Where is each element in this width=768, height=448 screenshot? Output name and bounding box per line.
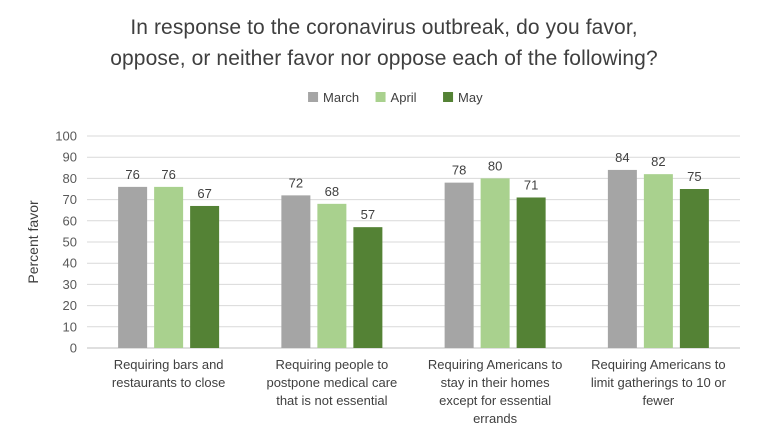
category-label: errands	[473, 411, 518, 426]
category-label: Requiring people to	[276, 357, 389, 372]
chart-title-line-1: In response to the coronavirus outbreak,…	[130, 16, 638, 39]
data-label: 72	[289, 175, 303, 190]
category-label: Requiring bars and	[114, 357, 224, 372]
data-label: 80	[488, 158, 502, 173]
bar-march	[607, 169, 637, 348]
bar-april	[480, 178, 510, 348]
data-label: 67	[197, 186, 211, 201]
y-tick-label: 70	[63, 192, 77, 207]
category-label: limit gatherings to 10 or	[591, 375, 727, 390]
category-label: that is not essential	[276, 393, 387, 408]
y-tick-label: 0	[70, 341, 77, 356]
bar-april	[317, 203, 347, 348]
data-label: 71	[524, 177, 538, 192]
y-tick-label: 20	[63, 298, 77, 313]
y-tick-label: 90	[63, 150, 77, 165]
category-label: fewer	[642, 393, 674, 408]
bar-march	[444, 182, 474, 348]
bar-may	[353, 227, 383, 348]
data-label: 78	[452, 163, 466, 178]
legend-swatch-march	[308, 92, 319, 102]
data-label: 82	[651, 154, 665, 169]
bar-march	[118, 186, 148, 348]
y-axis-label: Percent favor	[25, 200, 41, 284]
category-label: except for essential	[439, 393, 551, 408]
category-label: stay in their homes	[441, 375, 551, 390]
y-tick-label: 80	[63, 171, 77, 186]
category-label: Requiring Americans to	[591, 357, 725, 372]
data-label: 76	[161, 167, 175, 182]
data-label: 68	[325, 184, 339, 199]
y-tick-label: 10	[63, 319, 77, 334]
category-label: restaurants to close	[112, 375, 225, 390]
bar-may	[679, 189, 709, 348]
legend-label: May	[458, 90, 483, 105]
bar-march	[281, 195, 311, 348]
bar-april	[154, 186, 184, 348]
legend-swatch-may	[443, 92, 454, 102]
y-tick-label: 100	[55, 129, 77, 144]
bar-may	[516, 197, 546, 348]
y-tick-label: 50	[63, 235, 77, 250]
bar-april	[643, 174, 673, 348]
y-tick-label: 30	[63, 277, 77, 292]
legend-label: April	[391, 90, 417, 105]
legend-label: March	[323, 90, 359, 105]
category-label: postpone medical care	[266, 375, 397, 390]
legend-swatch-april	[375, 92, 386, 102]
data-label: 84	[615, 150, 629, 165]
y-tick-label: 40	[63, 256, 77, 271]
y-tick-label: 60	[63, 213, 77, 228]
bar-may	[190, 205, 220, 348]
data-label: 57	[361, 207, 375, 222]
data-label: 76	[125, 167, 139, 182]
category-label: Requiring Americans to	[428, 357, 562, 372]
data-label: 75	[687, 169, 701, 184]
chart-title-line-2: oppose, or neither favor nor oppose each…	[110, 47, 658, 70]
